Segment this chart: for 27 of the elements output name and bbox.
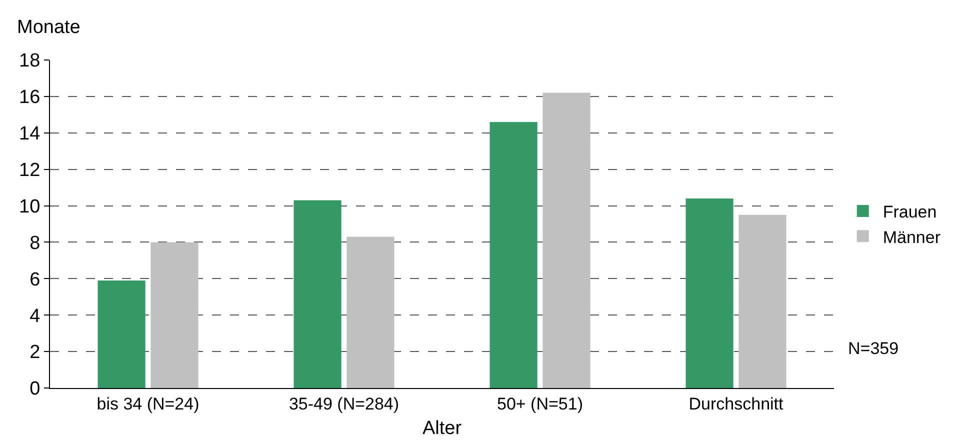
x-axis-title: Alter xyxy=(422,418,462,440)
bar xyxy=(686,198,734,388)
x-tick-label: 50+ (N=51) xyxy=(497,394,583,414)
y-tick-label: 4 xyxy=(30,306,41,327)
bar xyxy=(490,122,538,388)
legend-label: Frauen xyxy=(882,202,937,222)
y-tick-label: 10 xyxy=(19,196,40,218)
y-axis-title: Monate xyxy=(17,17,80,38)
y-tick-label: 12 xyxy=(19,160,40,181)
bar xyxy=(738,214,786,388)
y-tick-label: 6 xyxy=(30,269,40,290)
x-tick-label: Durchschnitt xyxy=(688,394,784,414)
text: N=359 xyxy=(848,339,899,358)
bar xyxy=(150,242,198,388)
y-tick-label: 8 xyxy=(30,232,40,254)
bar xyxy=(98,280,146,388)
bar xyxy=(542,92,590,388)
y-tick-label: 14 xyxy=(19,124,41,145)
x-tick-label: bis 34 (N=24) xyxy=(96,394,200,414)
y-tick-label: 2 xyxy=(30,342,40,364)
y-tick-label: 16 xyxy=(19,87,40,108)
y-tick-label: 0 xyxy=(30,378,40,400)
y-tick-label: 18 xyxy=(19,50,40,72)
bar xyxy=(294,200,342,388)
x-tick-label: 35-49 (N=284) xyxy=(288,394,400,414)
bar xyxy=(346,236,394,388)
legend-label: Männer xyxy=(882,228,941,247)
